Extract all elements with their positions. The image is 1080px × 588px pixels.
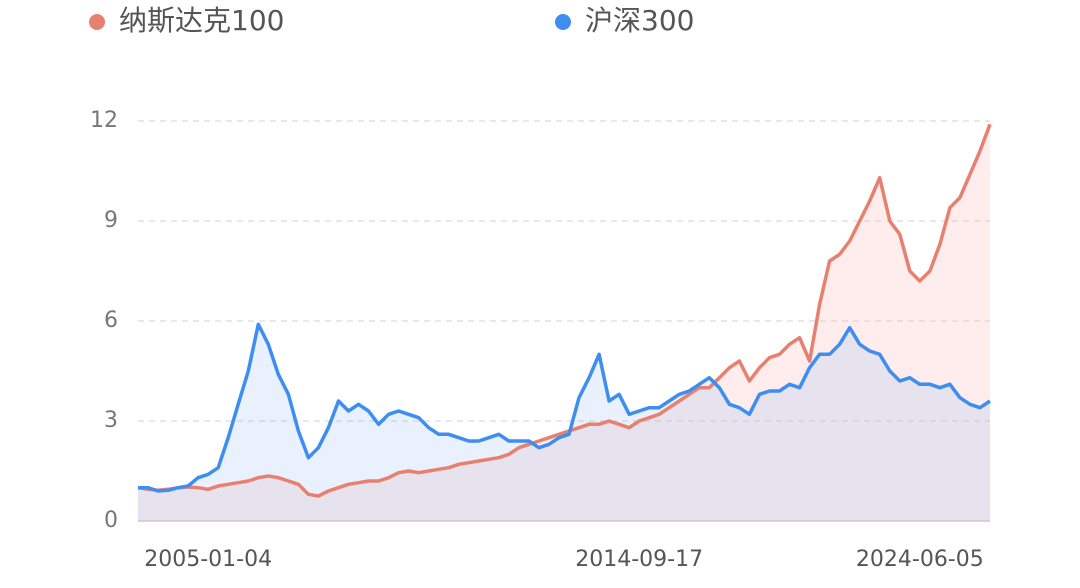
series-area — [138, 324, 990, 521]
legend-label: 纳斯达克100 — [119, 4, 284, 37]
legend-label: 沪深300 — [585, 4, 694, 37]
y-tick-label: 3 — [104, 408, 118, 433]
series-line — [137, 123, 992, 498]
y-tick-label: 9 — [104, 208, 118, 233]
x-tick-label: 2014-09-17 — [575, 547, 703, 572]
y-tick-label: 6 — [104, 308, 118, 333]
legend-marker — [89, 14, 105, 30]
legend-marker — [555, 14, 571, 30]
y-tick-label: 0 — [104, 508, 118, 533]
series-line — [138, 322, 991, 493]
y-tick-label: 12 — [90, 108, 118, 133]
x-tick-label: 2005-01-04 — [144, 547, 272, 572]
series-area — [138, 124, 990, 522]
x-tick-label: 2024-06-05 — [856, 547, 984, 572]
